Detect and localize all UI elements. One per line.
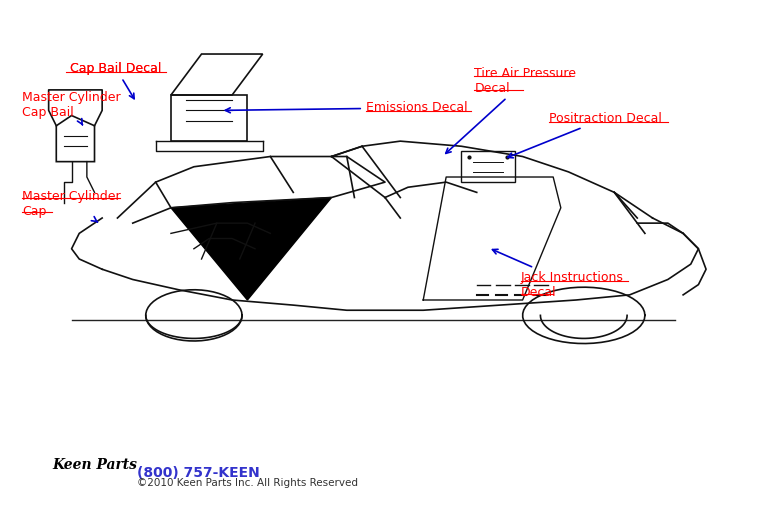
Text: Jack Instructions
Decal: Jack Instructions Decal: [493, 249, 624, 298]
Text: (800) 757-KEEN: (800) 757-KEEN: [136, 466, 259, 480]
Text: Tire Air Pressure
Decal: Tire Air Pressure Decal: [446, 67, 577, 153]
Text: ©2010 Keen Parts Inc. All Rights Reserved: ©2010 Keen Parts Inc. All Rights Reserve…: [136, 478, 357, 488]
Text: Emissions Decal: Emissions Decal: [226, 102, 467, 114]
Text: Positraction Decal: Positraction Decal: [507, 111, 662, 158]
Polygon shape: [171, 197, 332, 300]
Text: Master Cylinder
Cap: Master Cylinder Cap: [22, 190, 121, 222]
Text: Master Cylinder
Cap Bail: Master Cylinder Cap Bail: [22, 91, 121, 125]
Text: Cap Bail Decal: Cap Bail Decal: [70, 62, 162, 75]
Text: Cap Bail Decal: Cap Bail Decal: [70, 62, 162, 99]
Text: Keen Parts: Keen Parts: [52, 458, 137, 472]
